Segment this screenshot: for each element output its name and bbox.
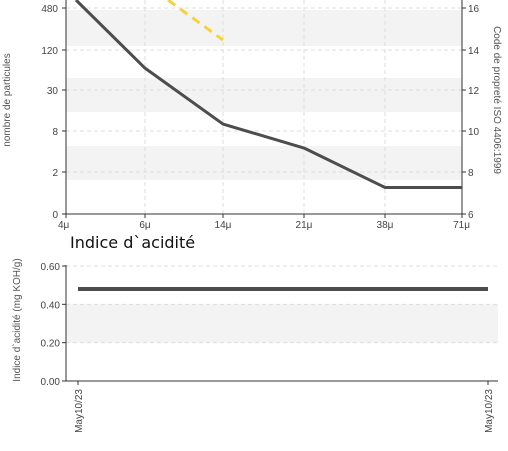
top-y2tick-label-1: 8 bbox=[468, 168, 474, 179]
top-ytick-label-4: 120 bbox=[41, 46, 58, 57]
bottom-ytick-label-3: 0.60 bbox=[41, 262, 61, 273]
top-grid bbox=[66, 0, 462, 214]
top-ytick-label-0: 0 bbox=[52, 210, 58, 221]
top-series-limit-line bbox=[167, 0, 224, 42]
top-series-main-line bbox=[74, 0, 462, 189]
bottom-y-axis-title: Indice d`acidité (mg KOH/g) bbox=[11, 258, 23, 381]
top-series bbox=[74, 0, 462, 189]
top-ytick-label-5: 480 bbox=[41, 4, 58, 15]
top-y2tick-label-0: 6 bbox=[468, 210, 474, 221]
top-y2tick-label-2: 10 bbox=[468, 127, 480, 138]
top-xtick-label-4: 38μ bbox=[377, 220, 394, 231]
top-band-1 bbox=[66, 78, 462, 112]
bottom-grid bbox=[66, 265, 498, 344]
acid-index-chart: Indice d`acidité 0.00 0.20 0.40 0.60 May10/2… bbox=[11, 233, 498, 433]
top-axes bbox=[62, 0, 466, 218]
acid-index-title: Indice d`acidité bbox=[70, 233, 195, 252]
bottom-tick-labels: 0.00 0.20 0.40 0.60 May10/23 May10/23 bbox=[41, 262, 495, 433]
top-y2-axis-title: Code de propreté ISO 4406:1999 bbox=[491, 26, 502, 174]
top-xtick-label-0: 4μ bbox=[58, 220, 70, 231]
top-y2tick-label-4: 14 bbox=[468, 46, 480, 57]
bottom-xtick-label-0: May10/23 bbox=[74, 389, 85, 433]
bottom-ytick-label-0: 0.00 bbox=[41, 377, 61, 388]
bottom-xtick-label-1: May10/23 bbox=[484, 389, 495, 433]
bottom-band bbox=[66, 304, 498, 343]
particle-count-chart: 0 2 8 30 120 480 6 8 10 12 14 16 4μ 6μ 14μ 21μ 38μ 71μ no… bbox=[2, 0, 502, 231]
top-ytick-label-2: 8 bbox=[52, 127, 58, 138]
top-ytick-label-3: 30 bbox=[47, 86, 59, 97]
bottom-background-band bbox=[66, 304, 498, 343]
top-y2tick-label-3: 12 bbox=[468, 86, 480, 97]
top-xtick-label-3: 21μ bbox=[296, 220, 313, 231]
top-tick-labels: 0 2 8 30 120 480 6 8 10 12 14 16 4μ 6μ 14μ 21μ 38μ 71μ bbox=[41, 4, 479, 231]
bottom-ytick-label-2: 0.40 bbox=[41, 300, 61, 311]
top-xtick-label-1: 6μ bbox=[139, 220, 151, 231]
top-ytick-label-1: 2 bbox=[52, 168, 58, 179]
bottom-axes bbox=[62, 265, 498, 385]
bottom-ytick-label-1: 0.20 bbox=[41, 339, 61, 350]
top-band-0 bbox=[66, 10, 462, 46]
top-background-bands bbox=[66, 10, 462, 180]
top-y-axis-title: nombre de particules bbox=[2, 53, 13, 146]
top-band-2 bbox=[66, 146, 462, 180]
top-xtick-label-2: 14μ bbox=[215, 220, 232, 231]
top-xtick-label-5: 71μ bbox=[453, 220, 470, 231]
top-y2tick-label-5: 16 bbox=[468, 4, 480, 15]
